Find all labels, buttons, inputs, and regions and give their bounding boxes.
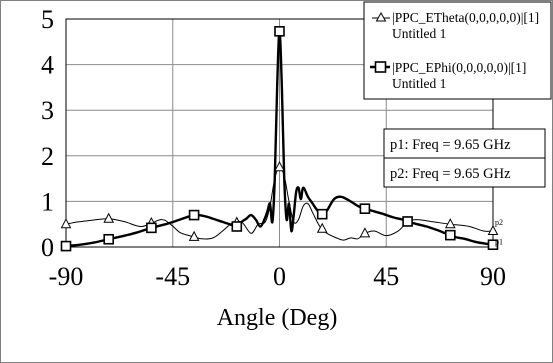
y-tick-label: 4 bbox=[41, 51, 54, 80]
x-tick-label: 0 bbox=[273, 262, 286, 291]
trace-end-label: p2 bbox=[495, 218, 503, 227]
series-point-square bbox=[103, 233, 114, 245]
series-point-square bbox=[316, 208, 328, 220]
series-point-triangle bbox=[444, 218, 456, 229]
series-line-0 bbox=[65, 166, 494, 241]
marker-p1-label: p1: Freq = 9.65 GHz bbox=[390, 137, 511, 153]
series-point-square bbox=[146, 222, 157, 234]
series-point-square bbox=[274, 26, 285, 37]
x-tick-label: -90 bbox=[49, 262, 84, 291]
series-point-square bbox=[231, 221, 243, 232]
legend: |PPC_ETheta(0,0,0,0,0)|[1] Untitled 1 |P… bbox=[363, 1, 552, 100]
trace-end-label: p1 bbox=[495, 238, 503, 247]
series-point-square bbox=[188, 209, 200, 221]
series-point-square bbox=[402, 216, 413, 227]
series-layer bbox=[60, 26, 499, 252]
legend-box bbox=[363, 1, 552, 100]
x-axis-label: Angle (Deg) bbox=[217, 305, 338, 331]
legend-sub-etheta: Untitled 1 bbox=[392, 26, 446, 41]
series-point-triangle bbox=[487, 224, 499, 236]
series-point-triangle bbox=[188, 230, 200, 241]
x-tick-label: -45 bbox=[155, 262, 190, 291]
y-tick-label: 0 bbox=[41, 233, 54, 262]
x-tick-label: 45 bbox=[373, 262, 399, 291]
legend-sub-ephi: Untitled 1 bbox=[392, 76, 446, 91]
series-point-square bbox=[60, 240, 72, 252]
y-tick-label: 3 bbox=[41, 96, 54, 125]
series-point-triangle bbox=[60, 218, 72, 229]
series-point-square bbox=[487, 239, 499, 251]
series-point-square bbox=[359, 203, 371, 214]
marker-p2-label: p2: Freq = 9.65 GHz bbox=[390, 166, 511, 182]
marker-table: p1: Freq = 9.65 GHz p2: Freq = 9.65 GHz bbox=[383, 128, 546, 188]
series-point-triangle bbox=[274, 161, 285, 172]
series-point-square bbox=[444, 229, 456, 241]
y-tick-label: 1 bbox=[41, 187, 54, 216]
legend-triangle-marker bbox=[375, 11, 387, 22]
series-point-triangle bbox=[316, 222, 328, 233]
legend-label-etheta: |PPC_ETheta(0,0,0,0,0)|[1] bbox=[392, 10, 539, 25]
y-tick-label: 5 bbox=[41, 5, 54, 34]
x-tick-label: 90 bbox=[480, 262, 506, 291]
y-tick-label: 2 bbox=[41, 142, 54, 171]
legend-square-marker bbox=[374, 61, 387, 73]
legend-label-ephi: |PPC_EPhi(0,0,0,0,0)|[1] bbox=[392, 60, 526, 75]
series-point-triangle bbox=[359, 227, 371, 238]
series-point-triangle bbox=[103, 212, 115, 223]
